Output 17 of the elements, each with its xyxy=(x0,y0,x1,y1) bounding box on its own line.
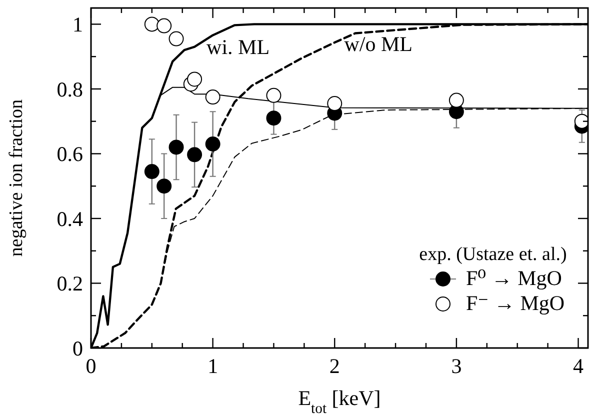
y-tick-label: 0.8 xyxy=(56,77,83,102)
legend-title: exp. (Ustaze et. al.) xyxy=(419,244,567,265)
x-axis-title: E$_{tot}$ [keV] xyxy=(298,386,381,415)
x-tick-label: 4 xyxy=(573,354,584,378)
legend-label: F⁰ → MgO xyxy=(466,266,562,290)
legend-label: F⁻ → MgO xyxy=(466,291,565,315)
y-tick-label: 0 xyxy=(72,336,83,360)
x-tick-label: 3 xyxy=(451,354,462,378)
x-tick-label: 1 xyxy=(208,354,218,378)
x-tick-label: 2 xyxy=(329,354,340,378)
y-tick-label: 1 xyxy=(72,12,83,37)
y-axis-title: negative ion fraction xyxy=(6,98,27,257)
y-tick-label: 0.2 xyxy=(56,272,83,296)
annotation: wi. ML xyxy=(206,35,270,60)
y-tick-label: 0.4 xyxy=(56,206,84,231)
y-tick-label: 0.6 xyxy=(56,142,83,166)
annotation: w/o ML xyxy=(344,32,412,56)
